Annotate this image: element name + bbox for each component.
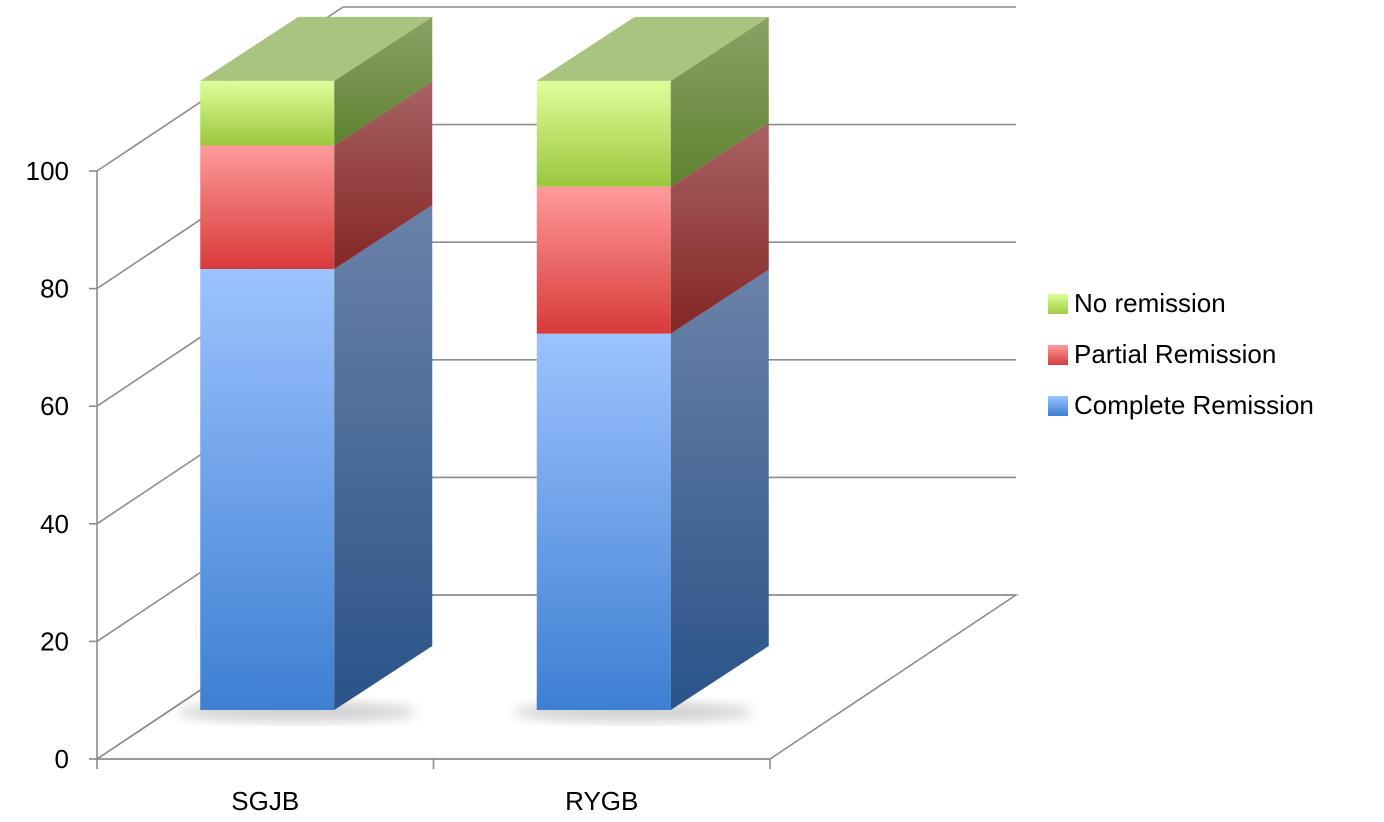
x-axis: SGJB RYGB: [96, 758, 771, 816]
legend-item-partial-remission: Partial Remission: [1048, 329, 1314, 380]
y-tick-label: 100: [26, 156, 69, 186]
legend-swatch-partial-remission: [1048, 344, 1068, 365]
legend-label: No remission: [1074, 288, 1226, 318]
bar-side: [334, 16, 433, 146]
bar-front: [536, 80, 671, 187]
x-tick-label: RYGB: [565, 786, 638, 816]
bar-segment: [536, 122, 769, 334]
bar-segment: [536, 16, 769, 187]
y-axis: 0 20 40 60 80 100: [26, 156, 97, 774]
bar-side: [670, 16, 769, 187]
legend-swatch-complete-remission: [1048, 395, 1068, 416]
bars: [177, 16, 769, 722]
bar-front: [200, 145, 335, 269]
y-tick-label: 40: [40, 509, 69, 539]
bar-front: [200, 269, 335, 710]
bar-stack: [177, 16, 433, 722]
y-tick-label: 0: [55, 744, 69, 774]
bar-segment: [200, 81, 433, 270]
legend-swatch-no-remission: [1048, 293, 1068, 314]
x-tick-label: SGJB: [231, 786, 299, 816]
legend-label: Complete Remission: [1074, 390, 1314, 420]
bar-segment: [200, 16, 433, 146]
bar-front: [536, 186, 671, 334]
legend-label: Partial Remission: [1074, 339, 1277, 369]
bar-side: [334, 81, 433, 270]
y-tick-label: 80: [40, 274, 69, 304]
bar-front: [536, 333, 671, 710]
bar-top: [200, 16, 433, 81]
legend: No remission Partial Remission Complete …: [1048, 278, 1314, 431]
bar-front: [200, 80, 335, 146]
y-tick-label: 20: [40, 626, 69, 656]
bar-side: [334, 205, 433, 710]
bar-side: [670, 122, 769, 334]
bar-segment: [536, 269, 769, 710]
legend-item-no-remission: No remission: [1048, 278, 1314, 329]
y-tick-label: 60: [40, 391, 69, 421]
bar-side: [670, 269, 769, 710]
bar-top: [536, 16, 769, 81]
bar-stack: [513, 16, 769, 722]
legend-item-complete-remission: Complete Remission: [1048, 380, 1314, 431]
bar-segment: [200, 205, 433, 710]
